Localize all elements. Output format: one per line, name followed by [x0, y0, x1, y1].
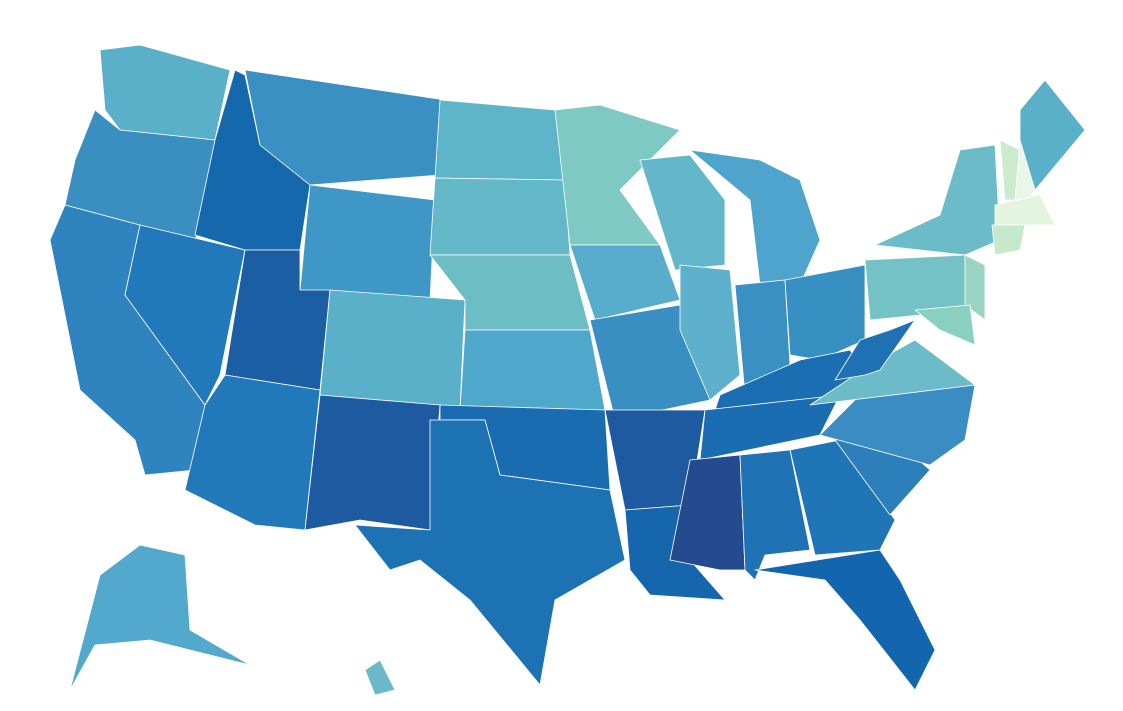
state — [354, 419, 626, 686]
state — [834, 319, 916, 381]
state — [304, 394, 441, 531]
states — [49, 44, 1086, 696]
state — [991, 224, 1026, 256]
state — [459, 329, 606, 411]
state — [299, 184, 436, 301]
state — [964, 254, 986, 321]
state — [809, 339, 976, 406]
state — [994, 194, 1056, 226]
state — [364, 659, 396, 696]
state — [914, 304, 976, 346]
state — [429, 177, 571, 256]
state — [754, 549, 936, 691]
state — [244, 69, 446, 186]
state — [639, 154, 726, 271]
state — [434, 99, 566, 181]
state — [184, 374, 321, 531]
state — [819, 384, 976, 466]
state — [319, 289, 466, 411]
state — [99, 44, 231, 141]
state — [679, 264, 741, 401]
state — [874, 144, 1001, 256]
state — [689, 149, 821, 286]
state — [124, 224, 246, 406]
state — [669, 454, 746, 571]
state — [69, 544, 251, 691]
state — [789, 439, 896, 556]
state — [784, 264, 866, 361]
